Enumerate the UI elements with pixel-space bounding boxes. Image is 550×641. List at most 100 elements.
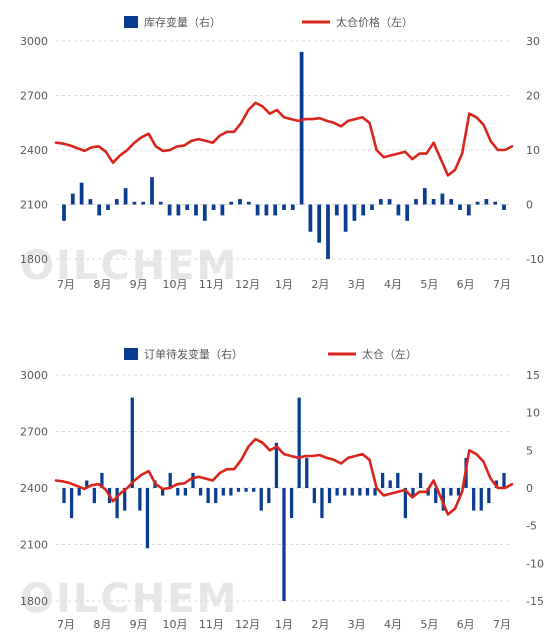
y-right-tick-label: 10 <box>526 144 540 157</box>
bar <box>214 488 218 504</box>
bar <box>194 204 198 216</box>
bar <box>388 480 392 488</box>
price-line <box>54 437 514 516</box>
bar <box>229 488 233 496</box>
x-tick-label: 9月 <box>130 618 148 631</box>
x-tick-label: 7月 <box>493 278 511 291</box>
x-tick-label: 8月 <box>93 278 111 291</box>
y-left-tick-label: 2400 <box>20 482 48 495</box>
bar <box>431 199 436 205</box>
bar <box>493 201 498 205</box>
bar <box>198 488 203 496</box>
bar <box>434 488 438 504</box>
x-tick-label: 1月 <box>275 278 293 291</box>
y-left-tick-label: 2400 <box>20 144 48 157</box>
bar <box>343 488 347 496</box>
y-left-tick-label: 3000 <box>20 369 48 382</box>
bar <box>238 199 242 205</box>
x-tick-label: 3月 <box>348 618 366 631</box>
bar <box>211 204 216 210</box>
legend-bar-swatch <box>124 16 138 28</box>
y-left-tick-label: 3000 <box>20 35 48 48</box>
bar <box>405 204 410 221</box>
bar <box>290 204 295 210</box>
bar <box>320 488 324 519</box>
y-right-tick-label: -15 <box>526 595 544 608</box>
bar <box>361 204 366 216</box>
bar <box>479 488 483 511</box>
bar <box>176 488 180 496</box>
bar <box>456 488 461 496</box>
bar <box>370 204 374 210</box>
bar <box>62 204 66 221</box>
x-tick-label: 2月 <box>311 278 329 291</box>
bar <box>191 472 195 488</box>
y-left-tick-label: 2100 <box>20 539 48 552</box>
bar <box>145 488 150 549</box>
bar <box>69 488 74 519</box>
bar <box>502 204 506 210</box>
bar <box>79 182 84 205</box>
x-tick-label: 6月 <box>457 278 475 291</box>
bar <box>335 488 339 496</box>
y-right-tick-label: 10 <box>526 407 540 420</box>
bar <box>472 488 476 511</box>
bar <box>185 204 190 210</box>
bar <box>92 488 96 504</box>
x-tick-label: 8月 <box>93 618 111 631</box>
legend-line-label: 太仓价格（左） <box>336 15 413 29</box>
bar <box>123 188 128 205</box>
x-tick-label: 3月 <box>348 278 366 291</box>
x-tick-label: 4月 <box>384 278 402 291</box>
y-right-tick-label: -10 <box>526 557 544 570</box>
bar <box>466 204 471 216</box>
bar <box>305 457 309 488</box>
x-tick-label: 12月 <box>235 278 260 291</box>
bar <box>343 204 348 232</box>
bar <box>100 472 104 488</box>
bar <box>487 488 491 504</box>
x-tick-label: 12月 <box>235 618 260 631</box>
bar <box>77 488 81 496</box>
bar <box>422 188 427 205</box>
bar <box>350 488 354 496</box>
bar <box>411 488 415 496</box>
bar <box>158 201 163 205</box>
x-tick-label: 11月 <box>199 618 224 631</box>
bar <box>365 488 370 496</box>
bar <box>259 488 263 511</box>
bar <box>176 204 181 216</box>
bar <box>114 199 119 205</box>
bar <box>141 201 146 205</box>
bar <box>297 397 301 488</box>
bar <box>418 472 423 488</box>
bar <box>378 199 383 205</box>
bar <box>183 488 188 496</box>
bar <box>396 204 401 216</box>
bar <box>168 472 172 488</box>
bar <box>458 204 462 210</box>
bar <box>282 204 286 210</box>
bar <box>160 488 165 496</box>
bar <box>334 204 339 216</box>
watermark-text: OILCHEM <box>20 576 238 622</box>
bar <box>475 201 480 205</box>
y-right-tick-label: 30 <box>526 35 540 48</box>
bar <box>97 204 102 216</box>
bar <box>246 201 251 205</box>
x-tick-label: 10月 <box>163 618 188 631</box>
bar <box>403 488 408 519</box>
x-tick-label: 5月 <box>420 278 438 291</box>
bar <box>274 442 279 488</box>
y-left-tick-label: 2700 <box>20 90 48 103</box>
legend-bar-label: 库存变量（右） <box>144 15 221 29</box>
bar <box>85 480 89 488</box>
bar <box>123 488 127 511</box>
bar <box>299 51 304 205</box>
bar <box>317 204 322 243</box>
bar <box>426 488 430 496</box>
x-tick-label: 10月 <box>163 278 188 291</box>
x-tick-label: 9月 <box>130 278 148 291</box>
